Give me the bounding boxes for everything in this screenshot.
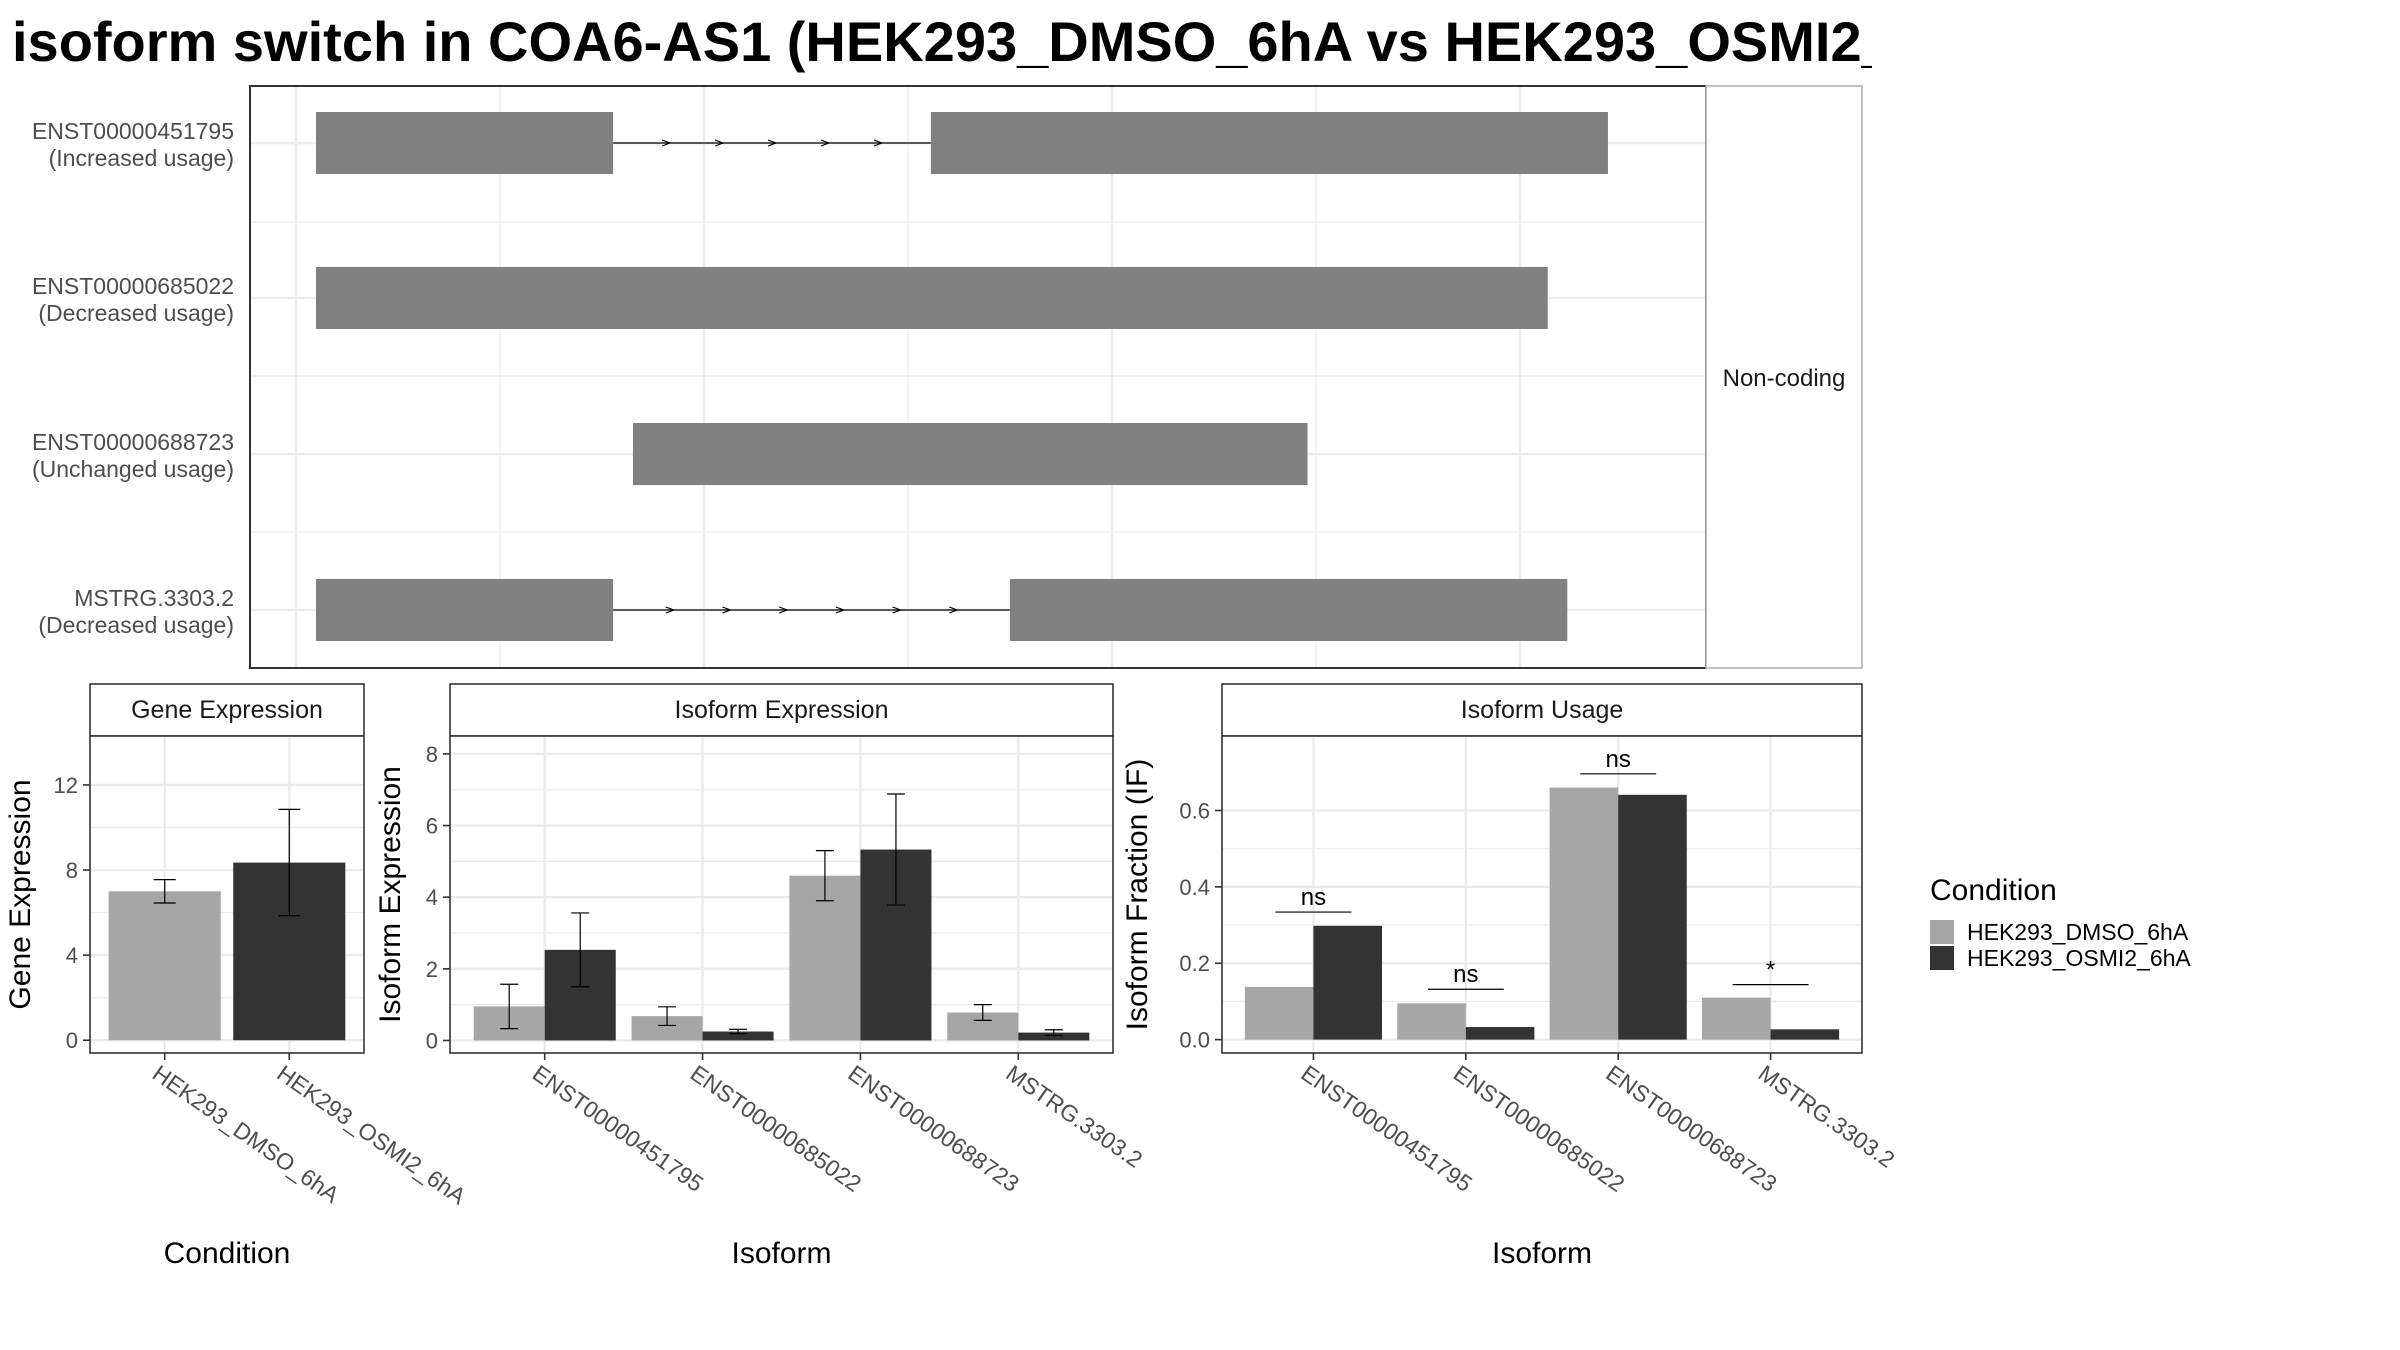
transcript-usage-label: (Increased usage) — [49, 145, 234, 171]
panel-strip — [1221, 683, 1863, 737]
transcript-id-label: ENST00000688723 — [32, 429, 234, 455]
bar — [1313, 925, 1382, 1040]
facet-strip — [1705, 85, 1863, 669]
bar — [1397, 1003, 1466, 1040]
panel-border — [449, 735, 1114, 1054]
intron-arrow — [949, 606, 959, 614]
isoform-usage-panel: Isoform Usagensnsns*0.00.20.40.6ENST0000… — [1121, 683, 1900, 1270]
transcript-usage-label: (Decreased usage) — [38, 300, 234, 326]
bar — [1465, 1027, 1535, 1040]
intron-arrow — [661, 139, 672, 147]
structure-panel-background — [250, 86, 1706, 668]
intron-arrow — [873, 139, 884, 147]
bar — [1244, 986, 1314, 1040]
y-tick-label: 0.4 — [1179, 875, 1210, 900]
significance-label: ns — [1301, 884, 1326, 911]
intron-arrow — [722, 606, 733, 614]
panel-border — [1221, 735, 1863, 1054]
panel-strip-label: Isoform Expression — [675, 696, 889, 724]
y-tick-label: 12 — [54, 773, 78, 798]
intron-arrow — [820, 139, 831, 147]
y-axis-title: Gene Expression — [4, 779, 37, 1009]
chart-title: isoform switch in COA6-AS1 (HEK293_DMSO_… — [12, 10, 1872, 73]
x-axis-title: Isoform — [1492, 1237, 1592, 1270]
x-axis-title: Condition — [164, 1237, 291, 1270]
bar — [789, 875, 861, 1041]
significance-label: ns — [1606, 746, 1631, 773]
isoform-expression-panel: Isoform Expression02468ENST00000451795EN… — [374, 683, 1147, 1270]
intron-arrow — [835, 606, 846, 614]
transcript-usage-label: (Decreased usage) — [38, 612, 234, 638]
y-tick-label: 0.0 — [1179, 1028, 1210, 1053]
y-tick-label: 4 — [66, 943, 78, 968]
intron-arrow — [665, 606, 676, 614]
significance-label: ns — [1453, 961, 1478, 988]
bar — [108, 891, 221, 1041]
bar — [1770, 1029, 1840, 1040]
transcript-usage-label: (Unchanged usage) — [32, 456, 234, 482]
facet-strip-label: Non-coding — [1723, 365, 1846, 392]
exon-block — [1009, 579, 1568, 641]
y-axis-title: Isoform Expression — [374, 766, 407, 1023]
panel-border — [89, 735, 365, 1054]
x-tick-label: MSTRG.3303.2 — [1001, 1060, 1147, 1173]
x-axis-title: Isoform — [731, 1237, 831, 1270]
significance-label: * — [1766, 957, 1775, 984]
isoform-structure-panel: ENST00000451795(Increased usage) ENST0000… — [32, 85, 1863, 669]
intron-arrow — [892, 606, 903, 614]
panel-strip-label: Isoform Usage — [1461, 696, 1624, 724]
bar — [1618, 794, 1687, 1040]
legend-swatch — [1930, 946, 1954, 970]
legend-label: HEK293_DMSO_6hA — [1967, 919, 2189, 945]
panel-strip-label: Gene Expression — [131, 696, 323, 724]
bar — [702, 1031, 774, 1041]
y-tick-label: 0 — [426, 1028, 438, 1053]
exon-block — [632, 423, 1308, 485]
bar — [1018, 1032, 1090, 1041]
x-tick-label: MSTRG.3303.2 — [1754, 1060, 1900, 1173]
exon-block — [316, 267, 1548, 329]
x-tick-label: ENST00000451795 — [528, 1060, 708, 1197]
legend-title: Condition — [1930, 874, 2057, 907]
y-tick-label: 0.2 — [1179, 951, 1210, 976]
transcript-id-label: MSTRG.3303.2 — [74, 585, 234, 611]
y-tick-label: 0.6 — [1179, 798, 1210, 823]
transcript-id-label: ENST00000685022 — [32, 273, 234, 299]
exon-block — [930, 112, 1608, 174]
y-tick-label: 4 — [426, 885, 438, 910]
legend-swatch — [1930, 920, 1954, 944]
transcript-id-label: ENST00000451795 — [32, 118, 234, 144]
bar — [1549, 787, 1619, 1040]
y-axis-title: Isoform Fraction (IF) — [1121, 759, 1154, 1031]
y-tick-label: 8 — [66, 858, 78, 883]
exon-block — [316, 112, 614, 174]
y-tick-label: 2 — [426, 957, 438, 982]
exon-block — [316, 579, 614, 641]
x-tick-label: ENST00000685022 — [686, 1060, 866, 1197]
panel-strip — [89, 683, 365, 737]
intron-arrow — [714, 139, 725, 147]
panel-strip — [449, 683, 1114, 737]
bar — [1702, 997, 1771, 1040]
x-tick-label: ENST00000688723 — [844, 1060, 1024, 1197]
y-tick-label: 8 — [426, 742, 438, 767]
legend-label: HEK293_OSMI2_6hA — [1967, 945, 2191, 971]
y-tick-label: 6 — [426, 814, 438, 839]
y-tick-label: 0 — [66, 1028, 78, 1053]
intron-arrow — [767, 139, 778, 147]
intron-arrow — [778, 606, 789, 614]
